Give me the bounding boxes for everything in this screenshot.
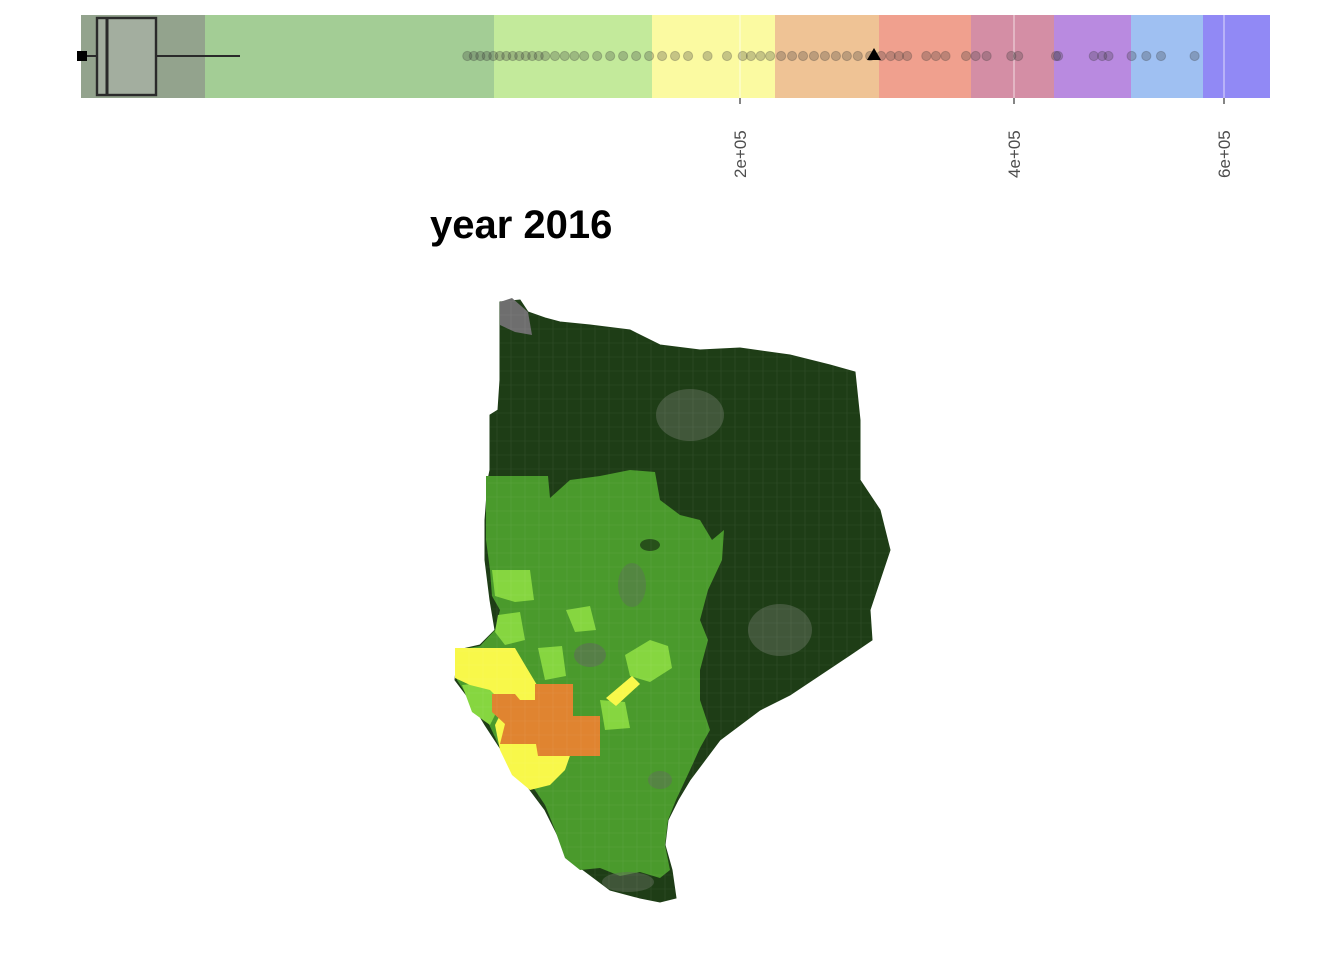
legend-outlier-point — [765, 50, 776, 62]
legend-outlier-point — [737, 50, 748, 62]
legend-outlier-point — [797, 50, 809, 62]
legend-outlier-point — [1053, 50, 1064, 62]
legend-outlier-point — [841, 50, 852, 62]
legend-outlier-point — [462, 50, 473, 62]
legend-outlier-point — [960, 50, 972, 62]
legend-outlier-point — [940, 50, 951, 62]
legend-outlier-point — [1155, 50, 1167, 62]
legend-outlier-point — [475, 50, 486, 62]
legend-tick-label: 2e+05 — [731, 130, 750, 178]
legend-outlier-point — [1103, 50, 1114, 62]
legend-bins — [81, 15, 1270, 98]
legend-outlier-point — [885, 50, 896, 62]
legend-tick-label: 6e+05 — [1215, 130, 1234, 178]
legend-outlier-point — [1097, 50, 1108, 62]
legend-bin — [1054, 15, 1131, 98]
legend-outlier-point — [468, 50, 479, 62]
legend-outlier-point — [618, 50, 629, 62]
legend-outliers — [462, 50, 1200, 62]
legend-outlier-point — [902, 50, 913, 62]
legend-outlier-point — [559, 50, 570, 62]
legend-outlier-point — [776, 50, 787, 62]
legend-outlier-point — [520, 50, 531, 62]
legend-tick-label: 4e+05 — [1005, 130, 1024, 178]
legend-outlier-point — [1050, 50, 1062, 62]
legend-outlier-point — [644, 50, 655, 62]
legend-outlier-point — [830, 50, 842, 62]
legend-grid — [739, 15, 1225, 98]
legend-outlier-point — [852, 50, 863, 62]
legend-outlier-point — [702, 50, 713, 62]
legend-outlier-point — [514, 50, 525, 62]
legend-outlier-point — [669, 50, 681, 62]
legend-outlier-point — [494, 50, 505, 62]
legend-outlier-point — [527, 50, 538, 62]
legend-bin — [652, 15, 775, 98]
legend-outlier-point — [569, 50, 580, 62]
tract-border-texture — [455, 300, 890, 902]
legend-outlier-point — [819, 50, 831, 62]
legend-outlier-point — [481, 50, 492, 62]
legend-colorbar: 2e+05 4e+05 6e+05 — [77, 15, 1270, 178]
legend-outlier-point — [579, 50, 590, 62]
legend-outlier-point — [970, 50, 981, 62]
legend-min-marker — [77, 51, 87, 61]
legend-outlier-point — [549, 50, 561, 62]
legend-outlier-point — [1006, 50, 1017, 62]
legend-outlier-point — [745, 50, 757, 62]
legend-outlier-point — [631, 50, 642, 62]
legend-bin — [971, 15, 1054, 98]
legend-bin — [879, 15, 971, 98]
legend-outlier-point — [786, 50, 798, 62]
legend-outlier-point — [592, 50, 603, 62]
legend-outlier-point — [1126, 50, 1137, 62]
legend-outlier-point — [981, 50, 992, 62]
legend-outlier-point — [930, 50, 942, 62]
legend-outlier-point — [533, 50, 544, 62]
legend-bin — [775, 15, 879, 98]
legend-outlier-point — [1013, 50, 1024, 62]
legend-bin — [1131, 15, 1203, 98]
legend-outlier-point — [1141, 50, 1152, 62]
legend-outlier-point — [682, 50, 694, 62]
legend-outlier-point — [755, 50, 766, 62]
legend-outlier-point — [721, 50, 733, 62]
legend-outlier-point — [507, 50, 518, 62]
legend-outlier-point — [656, 50, 668, 62]
legend-outlier-point — [1088, 50, 1099, 62]
legend-outlier-point — [1189, 50, 1200, 62]
legend-bin — [205, 15, 494, 98]
legend-bin — [494, 15, 652, 98]
legend-outlier-point — [501, 50, 512, 62]
legend-outlier-point — [540, 50, 551, 62]
map-title: year 2016 — [430, 203, 613, 247]
legend-bin — [1203, 15, 1270, 98]
legend-outlier-point — [488, 50, 499, 62]
legend-outlier-point — [605, 50, 616, 62]
legend-boxplot — [77, 16, 881, 97]
legend-outlier-point — [893, 50, 905, 62]
legend-mean-marker — [867, 48, 881, 60]
legend-outlier-point — [808, 50, 820, 62]
legend-outlier-point — [921, 50, 932, 62]
legend-axis: 2e+05 4e+05 6e+05 — [731, 98, 1234, 178]
